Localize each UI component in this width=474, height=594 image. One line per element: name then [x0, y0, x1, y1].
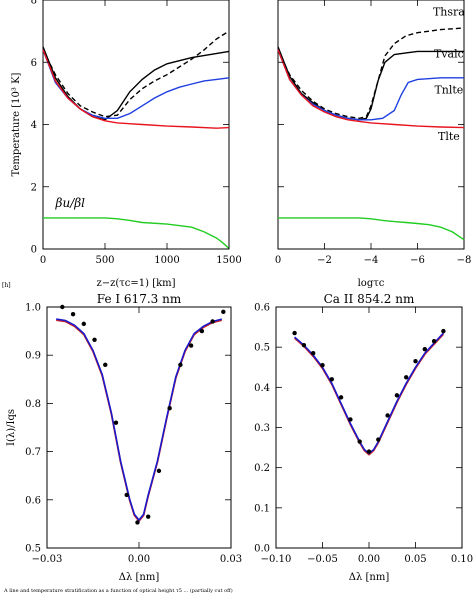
figure-label: [h]	[2, 282, 11, 289]
panel4-data-point-6	[348, 417, 353, 422]
panel4-observed-line	[294, 333, 445, 456]
panel4-ytick-label-4: 0.4	[254, 383, 270, 394]
panel1-series-2	[42, 49, 230, 119]
panel4-data-point-4	[329, 377, 334, 382]
panel1-xtick-label-1: 500	[95, 255, 114, 266]
panel4-data-point-3	[320, 363, 325, 368]
figure-caption: A line and temperature stratification as…	[3, 587, 233, 594]
panel3-data-point-2	[81, 321, 87, 327]
panel2-series-3	[277, 49, 465, 129]
panel3-data-point-11	[178, 362, 183, 368]
panel3-data-point-13	[199, 328, 205, 334]
panel1-series-3	[42, 49, 230, 129]
panel4-ytick-label-0: 0.0	[254, 544, 270, 555]
panel4-xtick-label-2: 0.00	[358, 554, 380, 565]
panel4-data-point-14	[422, 346, 427, 352]
panel1-series-4	[43, 217, 230, 249]
panel1-xtick-label-2: 1000	[154, 255, 179, 266]
panel3-data-point-15	[221, 309, 226, 315]
panel4-data-point-2	[311, 350, 316, 356]
panel4-xtick-label-4: 0.10	[451, 554, 473, 565]
panel3-data-point-8	[146, 514, 151, 519]
panel4-data-point-0	[292, 330, 297, 336]
panel1-series-1	[42, 46, 230, 121]
panel3-data-point-10	[167, 406, 172, 411]
panel3-data-point-1	[70, 312, 76, 317]
panel3-ytick-label-0: 0.5	[25, 544, 41, 555]
panel1-ytick-label-3: 6	[31, 58, 37, 69]
panel4-xtick-label-0: −0.10	[261, 554, 292, 565]
panel3-data-point-0	[60, 304, 65, 310]
panel3-xtick-label-1: 0.00	[128, 554, 150, 565]
panel1-xlabel: z−z(τc=1) [km]	[96, 278, 175, 289]
panel2-curve-label-2: Tnlte	[434, 83, 463, 96]
panel4-ytick-label-3: 0.3	[254, 423, 270, 434]
panel4-data-point-13	[413, 359, 418, 364]
panel1-ytick-label-0: 0	[31, 245, 37, 256]
panel3-title: Fe I 617.3 nm	[97, 292, 182, 306]
panel2-xtick-label-1: −2	[317, 255, 332, 266]
panel4-data-point-16	[441, 328, 446, 334]
panel3-ytick-label-2: 0.7	[25, 447, 41, 458]
panel3-data-point-6	[124, 492, 129, 498]
panel2-series-1	[277, 46, 464, 121]
panel1-xtick-label-0: 0	[40, 255, 46, 266]
panel3-fit-line	[56, 318, 223, 522]
panel4-data-point-8	[366, 449, 372, 454]
panel2-frame	[277, 0, 465, 250]
panel3-ylabel: I(λ)/Iqs	[6, 409, 17, 446]
panel3-ytick-label-3: 0.8	[25, 399, 41, 410]
panel3-observed-line	[56, 319, 223, 523]
panel4-ytick-label-5: 0.5	[254, 343, 270, 354]
panel2-curve-label-0: Thsra	[433, 6, 465, 19]
panel3-ytick-label-4: 0.9	[25, 351, 41, 362]
panel4-xlabel: Δλ [nm]	[349, 572, 390, 583]
panel4-data-point-10	[385, 413, 390, 418]
panel4-xtick-label-1: −0.05	[307, 554, 338, 565]
panel1-ylabel: Temperature [10³ K]	[11, 72, 22, 176]
panel2-xtick-label-0: 0	[275, 255, 281, 266]
panel3-data-point-7	[135, 520, 140, 525]
panel4-data-point-11	[394, 393, 400, 398]
panel2-curve-label-1: Tvalc	[434, 48, 464, 61]
panel2-xtick-label-3: −6	[410, 255, 425, 266]
panel1-xtick-label-3: 1500	[216, 255, 241, 266]
panel2-xlabel: logτc	[358, 278, 385, 289]
panel2-xtick-label-2: −4	[364, 255, 379, 266]
panel4-data-point-12	[404, 375, 409, 380]
panel1-ytick-label-4: 8	[31, 0, 37, 7]
panel4-ytick-label-6: 0.6	[254, 303, 270, 314]
panel1-series-0	[42, 30, 230, 118]
panel3-data-point-5	[113, 420, 119, 425]
panel4-title: Ca II 854.2 nm	[324, 292, 415, 306]
panel3-data-point-4	[103, 362, 108, 368]
panel1-ytick-label-2: 4	[31, 120, 37, 131]
panel1-ytick-label-1: 2	[31, 182, 37, 193]
panel2-curve-label-3: Tlte	[438, 130, 460, 143]
panel4-xtick-label-3: 0.05	[404, 554, 426, 565]
panel3-xlabel: Δλ [nm]	[119, 572, 160, 583]
panel3-frame	[46, 306, 232, 549]
panel3-ytick-label-1: 0.6	[25, 495, 41, 506]
panel4-ytick-label-2: 0.2	[254, 463, 270, 474]
panel4-fit-line	[294, 332, 444, 455]
panel3-data-point-14	[210, 319, 215, 324]
panel4-data-point-9	[376, 437, 381, 442]
panel4-data-point-1	[301, 342, 307, 348]
panel4-data-point-15	[431, 338, 437, 344]
panel3-xtick-label-0: −0.03	[32, 554, 63, 565]
panel1-beta-label: βu/βl	[55, 196, 86, 210]
panel2-series-0	[277, 27, 465, 120]
panel3-data-point-12	[188, 343, 194, 348]
panel3-ytick-label-5: 1.0	[25, 303, 41, 314]
panel3-data-point-3	[92, 337, 97, 342]
panel4-data-point-5	[338, 395, 344, 400]
panel3-data-point-9	[156, 468, 162, 474]
panel2-xtick-label-4: −8	[457, 255, 472, 266]
panel3-xtick-label-2: 0.03	[220, 554, 242, 565]
panel4-data-point-7	[357, 439, 362, 444]
panel4-ytick-label-1: 0.1	[254, 503, 270, 514]
panel2-series-4	[278, 217, 465, 241]
